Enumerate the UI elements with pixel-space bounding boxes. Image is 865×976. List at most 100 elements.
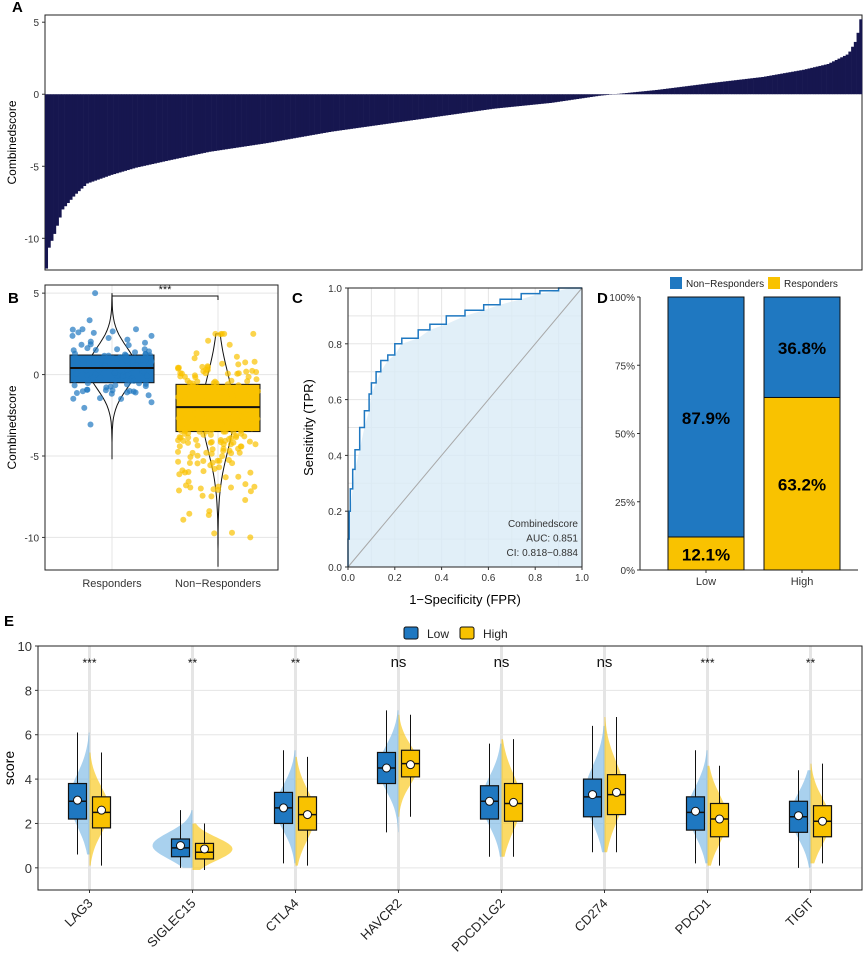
mean-dot	[509, 797, 518, 807]
point-b	[125, 342, 132, 349]
legend-swatch-nonresponders	[670, 277, 682, 289]
xtick-label-c: 0.2	[388, 573, 402, 584]
bar-a	[238, 94, 242, 148]
panel-e-tag: E	[4, 613, 14, 630]
bar-a	[554, 94, 558, 103]
xtick-label-e: PDCD1LG2	[448, 896, 507, 955]
point-b	[216, 464, 223, 471]
bar-a	[469, 94, 473, 112]
bar-a	[796, 70, 800, 95]
bar-a	[200, 94, 204, 154]
xtick-label-e: HAVCR2	[357, 896, 404, 943]
point-b	[72, 350, 78, 357]
mean-dot	[97, 805, 106, 815]
point-b	[175, 415, 182, 422]
point-b	[228, 420, 235, 427]
bar-a	[208, 94, 212, 152]
point-b	[124, 336, 131, 343]
bar-a	[306, 94, 310, 136]
point-b	[176, 471, 183, 478]
bar-a	[663, 88, 667, 95]
bar-a	[232, 94, 236, 149]
bar-a	[622, 93, 626, 95]
bar-a	[630, 92, 634, 95]
bar-a	[407, 94, 411, 121]
legend-label-high: High	[483, 627, 508, 641]
point-b	[75, 368, 82, 374]
point-b	[180, 437, 187, 444]
point-b	[241, 419, 248, 426]
ylabel-a: Combinedscore	[5, 100, 19, 184]
bar-a	[532, 94, 536, 105]
bar-a	[753, 77, 757, 95]
bar-a	[603, 94, 607, 96]
bar-a	[409, 94, 413, 121]
bar-a	[478, 94, 482, 111]
bar-a	[791, 71, 795, 95]
bar-a	[657, 89, 661, 95]
point-b	[185, 434, 192, 441]
point-b	[219, 453, 226, 460]
bar-a	[202, 94, 206, 153]
bar-a	[812, 67, 816, 95]
point-b	[254, 388, 261, 395]
point-b	[93, 357, 100, 363]
point-b	[230, 429, 237, 435]
point-b	[78, 341, 85, 348]
point-b	[234, 370, 241, 377]
point-b	[179, 392, 186, 399]
bar-a	[164, 94, 168, 162]
bar-a	[227, 94, 231, 149]
bar-a	[314, 94, 318, 135]
bar-a	[540, 94, 544, 104]
xtick-label-d: High	[791, 576, 814, 588]
point-b	[193, 350, 200, 357]
sig-label-e: ns	[597, 654, 613, 671]
bar-a	[537, 94, 541, 105]
point-b	[210, 486, 217, 493]
bar-a	[507, 94, 511, 108]
point-b	[75, 329, 82, 336]
point-b	[84, 386, 90, 393]
bar-a	[736, 79, 740, 95]
ytick-label-c: 0.4	[328, 451, 342, 462]
bar-a	[385, 94, 389, 124]
ytick-label-c: 1.0	[328, 284, 342, 295]
point-b	[241, 433, 248, 440]
sig-label-e: **	[291, 656, 301, 670]
point-b	[69, 332, 76, 339]
bar-a	[126, 94, 130, 171]
point-b	[243, 368, 250, 375]
bar-a	[159, 94, 163, 163]
bar-a	[693, 85, 697, 95]
point-b	[245, 406, 252, 413]
bar-a	[483, 94, 487, 110]
ytick-label-a: -5	[30, 162, 39, 173]
roc-annotation: CI: 0.818−0.884	[507, 548, 579, 559]
bar-a	[363, 94, 367, 127]
bar-a	[524, 94, 528, 106]
bar-a	[50, 94, 54, 241]
point-b	[207, 431, 214, 438]
point-b	[87, 341, 94, 348]
ytick-label-c: 0.8	[328, 340, 342, 351]
xtick-label-c: 0.6	[481, 573, 495, 584]
point-b	[226, 341, 233, 348]
point-b	[235, 361, 242, 368]
point-b	[242, 359, 249, 366]
bar-a	[300, 94, 305, 137]
bar-a	[799, 70, 803, 95]
point-b	[69, 326, 76, 333]
point-b	[252, 441, 259, 448]
bar-a	[350, 94, 354, 129]
xtick-label-c: 0.8	[528, 573, 542, 584]
xtick-label-e: CTLA4	[262, 896, 301, 935]
point-b	[192, 417, 198, 424]
bar-a	[720, 81, 724, 95]
point-b	[242, 497, 249, 503]
point-b	[191, 385, 197, 392]
point-b	[132, 349, 138, 356]
point-b	[221, 387, 228, 394]
bar-a	[336, 94, 340, 131]
panel-e-frame	[37, 645, 863, 891]
